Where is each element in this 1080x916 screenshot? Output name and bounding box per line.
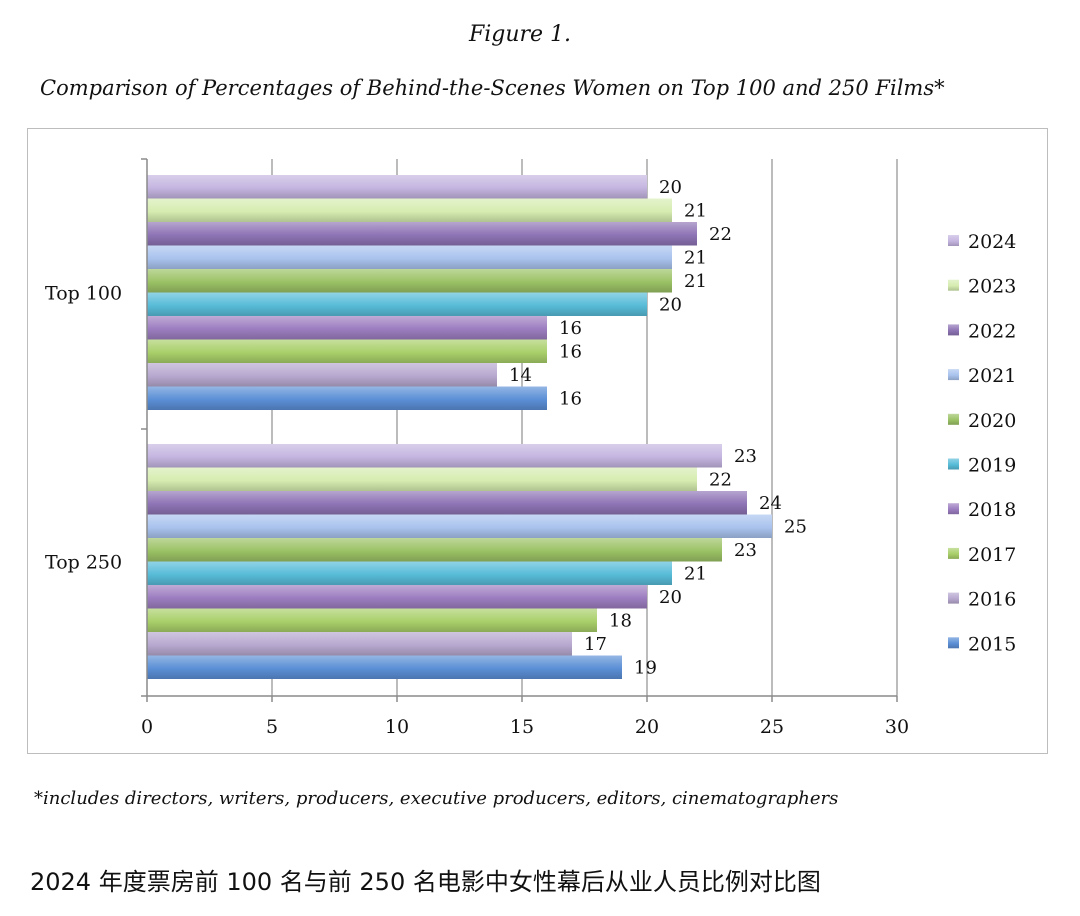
bar-value-label: 24 (759, 493, 782, 514)
bar (147, 561, 672, 585)
legend-swatch (948, 413, 959, 425)
bar (147, 316, 547, 340)
bar-value-label: 20 (659, 587, 682, 608)
bar-value-label: 23 (734, 540, 757, 561)
bar-chart: 2021222121201616141623222425232120181719… (45, 158, 1016, 738)
x-tick-label: 0 (141, 716, 153, 738)
legend-swatch (948, 637, 959, 649)
legend-label: 2020 (968, 410, 1016, 432)
caption: 2024 年度票房前 100 名与前 250 名电影中女性幕后从业人员比例对比图 (30, 868, 821, 896)
bar (147, 491, 747, 515)
x-tick-label: 15 (510, 716, 534, 738)
bar (147, 444, 722, 468)
bar (147, 538, 722, 562)
legend-swatch (948, 279, 959, 291)
footnote: *includes directors, writers, producers,… (34, 788, 839, 809)
legend-label: 2015 (968, 633, 1016, 655)
bar-value-label: 23 (734, 446, 757, 467)
bar (147, 339, 547, 363)
bar (147, 608, 597, 632)
bar (147, 514, 772, 538)
bar-value-label: 18 (609, 610, 632, 631)
bar-value-label: 16 (559, 388, 582, 409)
bar (147, 269, 672, 293)
bar (147, 632, 572, 656)
axes: 0 5 10 15 20 25 30 Top 100 Top 250 (45, 158, 909, 738)
legend-label: 2018 (968, 499, 1016, 521)
bar (147, 245, 672, 269)
x-tick-label: 20 (635, 716, 659, 738)
legend-swatch (948, 458, 959, 470)
x-tick-label: 5 (266, 716, 278, 738)
bar-value-label: 16 (559, 341, 582, 362)
bar (147, 585, 647, 609)
bar-value-label: 21 (684, 247, 707, 268)
bar (147, 175, 647, 199)
legend-swatch (948, 592, 959, 604)
bar (147, 363, 497, 387)
bar (147, 222, 697, 246)
bar-value-label: 20 (659, 177, 682, 198)
x-tick-label: 25 (760, 716, 784, 738)
bar-value-label: 19 (634, 657, 657, 678)
figure-label: Figure 1. (468, 22, 572, 47)
bar-value-label: 22 (709, 469, 732, 490)
chart-frame: 20 21 22 21 21 20 16 16 14 16 23 22 24 25 23 21 20 18 17 19… (27, 128, 1048, 754)
legend-swatch (948, 235, 959, 246)
figure-title: Comparison of Percentages of Behind-the-… (40, 76, 945, 100)
legend-swatch (948, 369, 959, 381)
category-label: Top 100 (45, 283, 122, 305)
legend-swatch (948, 547, 959, 559)
legend-swatch (948, 324, 959, 336)
bar-value-label: 21 (684, 200, 707, 221)
bar (147, 467, 697, 491)
category-label: Top 250 (45, 552, 122, 574)
legend-label: 2016 (968, 589, 1016, 611)
legend-label: 2019 (968, 455, 1016, 477)
bar-value-label: 20 (659, 294, 682, 315)
legend: 2024 2023 2022 2021 2020 2019 2018 2017 2016 2015 (948, 231, 1016, 655)
legend-label: 2023 (968, 276, 1016, 298)
x-tick-label: 10 (385, 716, 409, 738)
x-tick-label: 30 (885, 716, 909, 738)
bar-value-label: 16 (559, 318, 582, 339)
bar (147, 655, 622, 679)
bar-value-label: 25 (784, 516, 807, 537)
legend-swatch (948, 503, 959, 515)
legend-label: 2021 (968, 365, 1016, 387)
bar-value-label: 14 (509, 365, 532, 386)
bar (147, 198, 672, 222)
bar-value-label: 21 (684, 271, 707, 292)
bar-value-label: 22 (709, 224, 732, 245)
bar (147, 386, 547, 410)
bar-value-label: 17 (584, 634, 607, 655)
legend-label: 2022 (968, 320, 1016, 342)
bar (147, 292, 647, 316)
legend-label: 2024 (968, 231, 1016, 253)
bar-value-label: 21 (684, 563, 707, 584)
legend-label: 2017 (968, 544, 1016, 566)
